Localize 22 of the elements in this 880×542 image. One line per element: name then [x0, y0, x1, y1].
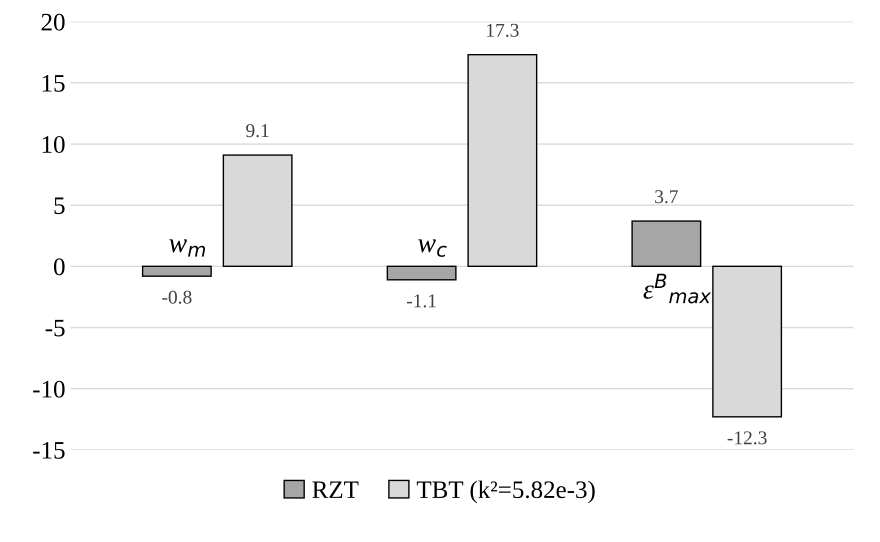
data-label: -12.3: [728, 431, 767, 444]
y-tick-label: 5: [54, 197, 65, 214]
y-tick-label: -10: [33, 380, 65, 398]
x-tick-label: ε$^{B}$$_{max}$: [644, 274, 712, 304]
y-tick-label: 0: [54, 258, 65, 276]
x-tick-label: w$_{c}$: [418, 239, 447, 257]
data-label: 9.1: [246, 124, 269, 138]
data-label: 3.7: [655, 190, 678, 204]
data-label: 17.3: [487, 24, 519, 37]
y-tick-label: 10: [42, 136, 65, 153]
legend-label: RZT: [312, 482, 358, 498]
y-tick-label: -15: [33, 442, 65, 459]
bar: [386, 266, 457, 281]
y-tick-label: -5: [46, 320, 65, 336]
y-tick-label: 20: [42, 14, 65, 31]
y-tick-label: 15: [42, 75, 65, 92]
x-tick-label: w$_{m}$: [169, 239, 205, 257]
bar: [142, 266, 212, 277]
data-label: -0.8: [162, 290, 192, 304]
legend-label: TBT (k²=5.82e-3): [416, 480, 595, 504]
bar: [631, 220, 702, 268]
data-label: -1.1: [406, 294, 436, 308]
